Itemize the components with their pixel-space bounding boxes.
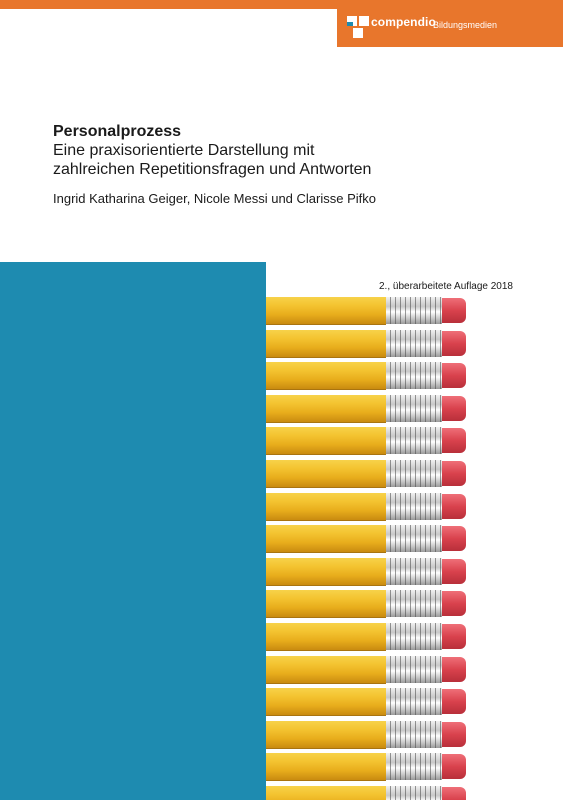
book-authors: Ingrid Katharina Geiger, Nicole Messi un… [53,191,376,206]
pencil-image [266,330,466,358]
topic-item: Personalmarketing [478,304,550,315]
edition-note: 2., überarbeitete Auflage 2018 [379,281,513,292]
pencil-image [266,590,466,618]
topic-item: Personalbeurteilung [473,368,550,379]
pencil-image [266,558,466,586]
topic-item: Trennung und Austritt [468,482,550,493]
pencil-image [266,753,466,781]
topic-item: Ausbildung [507,393,550,404]
pencil-image [266,493,466,521]
pencil-image [266,362,466,390]
topic-item: Personalsuche [493,317,550,328]
pencil-image [266,525,466,553]
book-subtitle-line-1: Eine praxisorientierte Darstellung mit [53,142,315,159]
compendio-logo-icon [347,16,369,38]
topic-item: Stellenabbau [499,495,550,506]
pencil-image [266,623,466,651]
topic-item: Personalauswahl [484,330,550,341]
pencil-image [266,395,466,423]
title-block: Personalprozess Eine praxisorientierte D… [53,122,533,207]
topic-item: Personalentwicklung [471,380,550,391]
book-subtitle-line-2: zahlreichen Repetitionsfragen und Antwor… [53,161,372,178]
topic-item: Personalplanung [485,292,550,302]
pencil-image [266,297,466,325]
publisher-sub: Bildungsmedien [433,20,498,30]
teal-panel [0,262,266,800]
topic-item: Lohnabrechnung [485,469,550,480]
pencil-image [266,460,466,488]
topic-item: Personalbetreuung [477,355,550,366]
topic-item: Lohnanpassungen [479,457,550,468]
top-brand-bar [0,0,563,9]
pencil-image [266,721,466,749]
topic-item: Weiterbildung [497,406,550,417]
pencil-image [266,656,466,684]
topic-item: Personaleinführung [475,342,550,353]
pencil-image [266,688,466,716]
topic-item: Lohnsysteme [498,444,550,455]
publisher-name: compendio [371,15,436,29]
publisher-logo: compendio Bildungsmedien [337,0,563,47]
pencil-image [266,427,466,455]
pencil-illustration [266,297,563,800]
topic-list: Personalplanung Personalmarketing Personal… [468,291,550,507]
book-title: Personalprozess [53,123,182,140]
pencil-image [266,786,466,800]
topic-item: Laufbahnplanung [483,419,550,430]
topic-item: Beförderungen [493,431,550,442]
